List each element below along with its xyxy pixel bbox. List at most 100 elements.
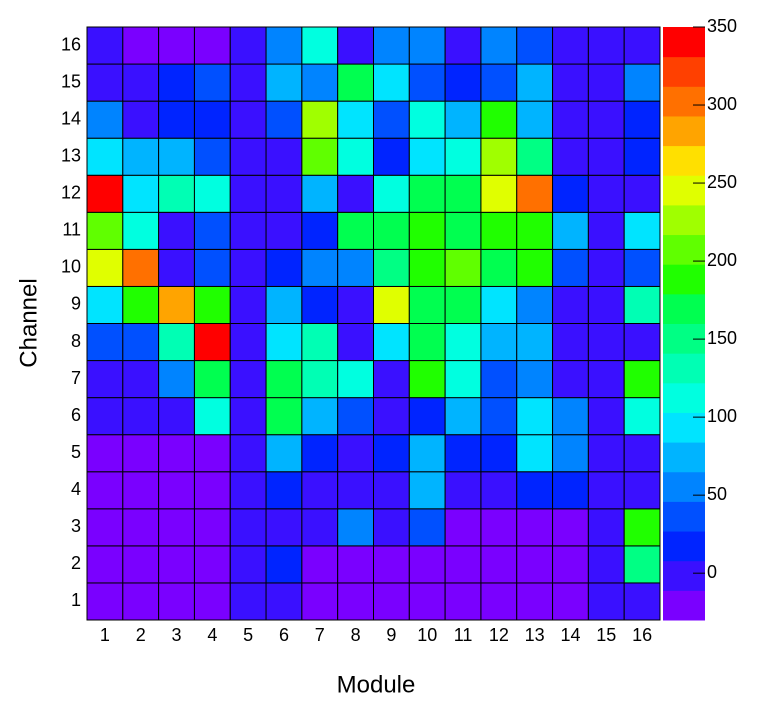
heatmap-cell: [623, 360, 661, 399]
heatmap-cell: [373, 397, 410, 436]
heatmap-cell: [337, 26, 374, 65]
heatmap-cell: [623, 137, 661, 176]
heatmap-cell: [516, 100, 554, 139]
heatmap-cell: [265, 174, 303, 213]
heatmap-cell: [265, 323, 303, 362]
heatmap-cell: [265, 582, 303, 621]
heatmap-cell: [516, 137, 554, 176]
heatmap-cell: [552, 211, 589, 250]
heatmap-cell: [337, 323, 374, 362]
heatmap-cell: [337, 360, 374, 399]
heatmap-cell: [516, 323, 554, 362]
heatmap-cell: [265, 434, 303, 473]
heatmap-cell: [337, 508, 374, 547]
heatmap-cell: [301, 248, 339, 287]
heatmap-cell: [122, 137, 160, 176]
y-tick-label: 10: [61, 257, 81, 277]
heatmap-cell: [408, 174, 446, 213]
heatmap-cell: [193, 397, 231, 436]
heatmap-cell: [408, 360, 446, 399]
heatmap-cell: [301, 545, 339, 584]
heatmap-cell: [158, 63, 195, 102]
heatmap-cell: [193, 582, 231, 621]
heatmap-cell: [587, 397, 625, 436]
heatmap-cell: [373, 471, 410, 510]
colorbar-tick-label: 250: [707, 172, 737, 192]
heatmap-cell: [122, 211, 160, 250]
heatmap-cell: [444, 360, 482, 399]
heatmap-cell: [301, 211, 339, 250]
heatmap-cell: [587, 248, 625, 287]
x-tick-label: 1: [100, 625, 110, 645]
heatmap-cell: [158, 360, 195, 399]
heatmap-cell: [86, 26, 124, 65]
colorbar-band: [663, 234, 705, 265]
heatmap-cell: [408, 397, 446, 436]
colorbar-tick-label: 100: [707, 406, 737, 426]
heatmap-cell: [623, 63, 661, 102]
heatmap-cell: [193, 545, 231, 584]
y-tick-label: 4: [71, 479, 81, 499]
heatmap-cell: [86, 63, 124, 102]
heatmap-cell: [122, 100, 160, 139]
heatmap-cell: [373, 63, 410, 102]
heatmap-cell: [301, 471, 339, 510]
heatmap-cell: [552, 26, 589, 65]
heatmap-cell: [373, 248, 410, 287]
heatmap-cell: [86, 174, 124, 213]
heatmap-cell: [623, 211, 661, 250]
x-tick-label: 7: [315, 625, 325, 645]
heatmap-cell: [444, 508, 482, 547]
x-tick-label: 10: [417, 625, 437, 645]
y-tick-label: 6: [71, 405, 81, 425]
heatmap-cell: [229, 285, 267, 324]
heatmap-cell: [265, 63, 303, 102]
heatmap-cell: [587, 137, 625, 176]
heatmap-cell: [408, 63, 446, 102]
heatmap-cell: [480, 471, 518, 510]
heatmap-cell: [301, 434, 339, 473]
heatmap-cell: [229, 545, 267, 584]
colorbar-tick-label: 200: [707, 250, 737, 270]
heatmap-cell: [587, 26, 625, 65]
heatmap-cell: [444, 545, 482, 584]
heatmap-cell: [337, 248, 374, 287]
colorbar-tick-label: 0: [707, 562, 717, 582]
heatmap-cell: [480, 248, 518, 287]
heatmap-cell: [337, 471, 374, 510]
heatmap-cell: [587, 360, 625, 399]
heatmap-cell: [623, 323, 661, 362]
heatmap-cell: [480, 26, 518, 65]
heatmap-cell: [86, 285, 124, 324]
heatmap-cell: [86, 397, 124, 436]
heatmap-cell: [193, 26, 231, 65]
heatmap-cell: [516, 63, 554, 102]
colorbar-band: [663, 27, 705, 58]
x-tick-label: 14: [560, 625, 580, 645]
heatmap-cell: [552, 508, 589, 547]
heatmap-cell: [337, 397, 374, 436]
heatmap-cell: [337, 63, 374, 102]
heatmap-cell: [122, 508, 160, 547]
heatmap-cell: [552, 100, 589, 139]
heatmap-cell: [516, 211, 554, 250]
heatmap-cell: [444, 211, 482, 250]
heatmap-cell: [444, 248, 482, 287]
colorbar-band: [663, 590, 705, 621]
heatmap-cell: [337, 285, 374, 324]
heatmap-cell: [373, 545, 410, 584]
heatmap-cell: [337, 434, 374, 473]
heatmap-cell: [86, 211, 124, 250]
colorbar-band: [663, 175, 705, 206]
x-tick-label: 3: [172, 625, 182, 645]
heatmap-cell: [122, 174, 160, 213]
y-tick-label: 13: [61, 145, 81, 165]
heatmap-cell: [444, 434, 482, 473]
heatmap-cell: [623, 434, 661, 473]
heatmap-cell: [158, 285, 195, 324]
x-tick-label: 2: [136, 625, 146, 645]
heatmap-cell: [265, 211, 303, 250]
heatmap-cell: [265, 26, 303, 65]
heatmap-cell: [265, 508, 303, 547]
heatmap-cell: [516, 174, 554, 213]
